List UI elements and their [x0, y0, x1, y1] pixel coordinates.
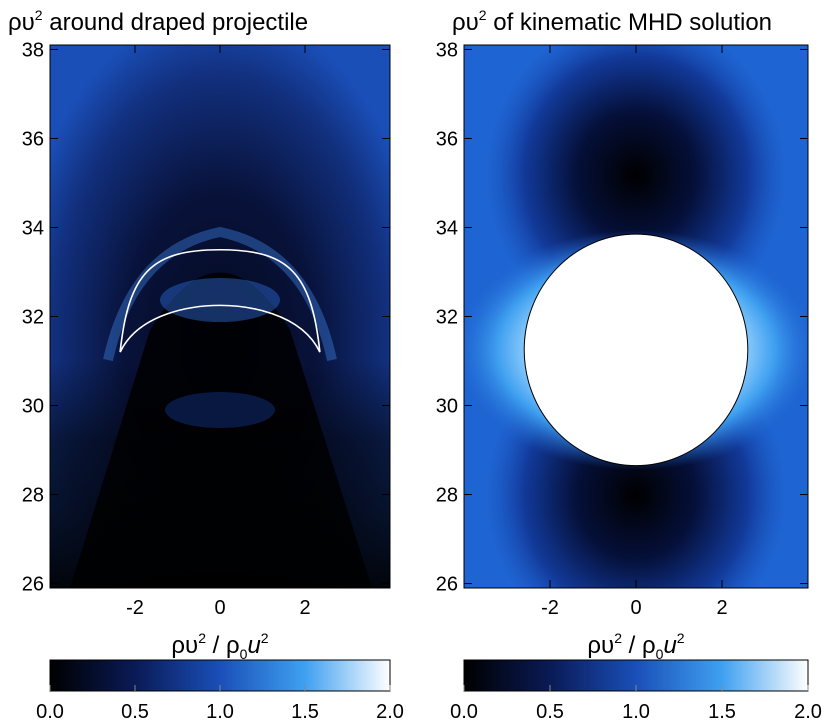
y-tick-label: 28 [436, 485, 458, 507]
x-tick-label: -2 [126, 597, 144, 619]
x-tick-label: 0 [630, 597, 641, 619]
left-heatmap [50, 45, 390, 588]
y-tick-label: 36 [436, 128, 458, 150]
left-panel: ρυ2 around draped projectile 26 28 30 32 34 3… [8, 7, 404, 723]
y-tick-label: 34 [436, 217, 458, 239]
colorbar-tick-label: 0.0 [450, 701, 478, 723]
y-tick-label: 32 [22, 307, 44, 329]
right-sphere [523, 233, 749, 467]
x-tick-label: 2 [716, 597, 727, 619]
colorbar-tick-label: 0.5 [121, 701, 149, 723]
y-tick-label: 30 [436, 396, 458, 418]
colorbar-tick-label: 2.0 [794, 701, 822, 723]
y-tick-label: 32 [436, 307, 458, 329]
right-x-axis: -2 0 2 [541, 45, 728, 619]
colorbar-tick-label: 2.0 [376, 701, 404, 723]
x-tick-label: 2 [299, 597, 310, 619]
left-colorbar-ticks: 0.0 0.5 1.0 1.5 2.0 [36, 685, 404, 723]
y-tick-label: 30 [22, 396, 44, 418]
left-contour [119, 248, 321, 353]
left-x-axis: -2 0 2 [126, 45, 311, 619]
y-tick-label: 26 [436, 574, 458, 596]
left-colorbar-label: ρυ2 / ρ0u2 [171, 630, 268, 662]
right-y-axis: 26 28 30 32 34 36 38 [436, 39, 808, 596]
left-panel-title: ρυ2 around draped projectile [8, 7, 308, 36]
contour-line [119, 248, 321, 353]
projectile-disk [523, 233, 749, 467]
y-tick-label: 36 [22, 128, 44, 150]
right-colorbar-ticks: 0.0 0.5 1.0 1.5 2.0 [450, 685, 822, 723]
right-panel-title: ρυ2 of kinematic MHD solution [452, 7, 772, 36]
y-tick-label: 38 [436, 39, 458, 61]
y-tick-label: 28 [22, 485, 44, 507]
y-tick-label: 26 [22, 574, 44, 596]
colorbar-tick-label: 0.0 [36, 701, 64, 723]
colorbar-tick-label: 0.5 [536, 701, 564, 723]
colorbar-tick-label: 1.5 [291, 701, 319, 723]
y-tick-label: 38 [22, 39, 44, 61]
right-panel: ρυ2 of kinematic MHD solution 26 28 30 32 34… [436, 7, 822, 723]
y-tick-label: 34 [22, 217, 44, 239]
colorbar-tick-label: 1.0 [206, 701, 234, 723]
x-tick-label: 0 [214, 597, 225, 619]
right-colorbar-label: ρυ2 / ρ0u2 [587, 630, 684, 662]
left-y-axis: 26 28 30 32 34 36 38 [22, 39, 390, 596]
x-tick-label: -2 [541, 597, 559, 619]
colorbar-tick-label: 1.5 [708, 701, 736, 723]
colorbar-tick-label: 1.0 [622, 701, 650, 723]
